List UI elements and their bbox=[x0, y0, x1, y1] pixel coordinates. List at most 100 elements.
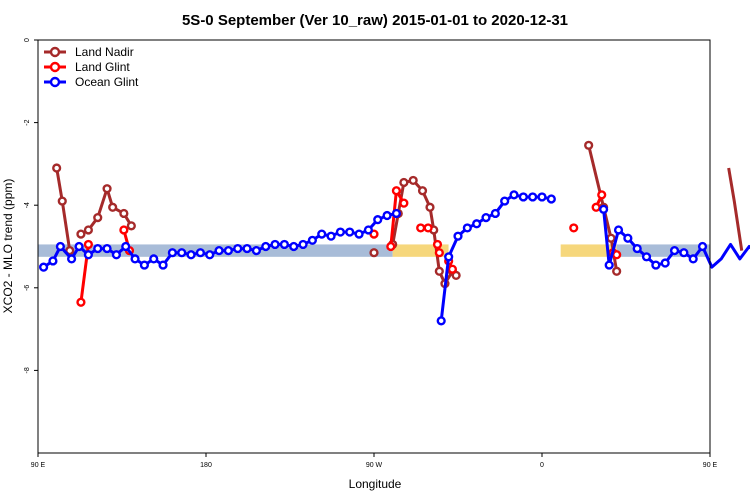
data-point bbox=[425, 202, 435, 212]
data-point bbox=[76, 297, 86, 307]
data-point bbox=[509, 190, 519, 200]
data-point bbox=[373, 215, 383, 225]
x-tick-label: 180 bbox=[200, 462, 212, 469]
data-point bbox=[270, 239, 280, 250]
data-point bbox=[119, 225, 129, 235]
data-point bbox=[597, 190, 607, 200]
data-point bbox=[233, 243, 243, 254]
legend-label: Ocean Glint bbox=[75, 75, 139, 89]
data-point bbox=[167, 248, 178, 258]
data-point bbox=[214, 246, 224, 256]
x-tick-label: 0 bbox=[540, 462, 544, 469]
legend-swatch-marker bbox=[49, 76, 61, 88]
legend-swatch-marker bbox=[49, 61, 61, 73]
data-point bbox=[417, 186, 428, 196]
data-point bbox=[102, 243, 112, 254]
series-0 bbox=[52, 140, 744, 289]
y-axis: 0 -2 -4 -6 -8 bbox=[24, 38, 38, 374]
data-point bbox=[307, 235, 318, 245]
data-point bbox=[669, 246, 680, 256]
y-axis-title: XCO2 - MLO trend (ppm) bbox=[1, 179, 15, 314]
data-point bbox=[102, 184, 112, 194]
data-point bbox=[65, 246, 75, 256]
data-point bbox=[434, 248, 444, 258]
data-point bbox=[139, 260, 150, 270]
data-point bbox=[335, 227, 346, 237]
x-axis: 90 E 180 90 W 0 90 E bbox=[31, 453, 718, 469]
data-point bbox=[48, 256, 58, 266]
data-point bbox=[472, 219, 482, 229]
legend-label: Land Glint bbox=[75, 60, 130, 74]
data-point bbox=[382, 210, 392, 221]
data-point bbox=[612, 266, 622, 276]
data-point bbox=[598, 204, 609, 214]
data-point bbox=[432, 239, 443, 250]
data-point bbox=[251, 246, 262, 256]
data-point bbox=[119, 208, 129, 219]
data-point bbox=[697, 241, 708, 252]
legend-label: Land Nadir bbox=[75, 45, 134, 59]
data-point bbox=[679, 248, 689, 258]
data-point bbox=[195, 248, 206, 258]
data-point bbox=[569, 223, 579, 233]
data-point bbox=[345, 227, 355, 237]
data-point bbox=[354, 229, 364, 239]
data-point bbox=[518, 192, 528, 202]
data-point bbox=[369, 248, 379, 258]
y-tick-label: -2 bbox=[24, 119, 31, 125]
x-tick-label: 90 E bbox=[703, 462, 718, 469]
data-point bbox=[363, 225, 374, 235]
data-point bbox=[93, 212, 103, 223]
band-segment bbox=[448, 244, 561, 257]
series-2 bbox=[38, 190, 750, 326]
data-point bbox=[52, 163, 62, 173]
data-point bbox=[66, 254, 77, 264]
data-point bbox=[74, 241, 84, 252]
data-point bbox=[408, 175, 418, 186]
data-point bbox=[108, 202, 118, 212]
data-point bbox=[261, 241, 271, 252]
data-point bbox=[149, 254, 159, 264]
data-point bbox=[399, 198, 409, 208]
data-point bbox=[604, 260, 614, 270]
y-tick-label: -4 bbox=[24, 202, 31, 208]
data-point bbox=[436, 316, 446, 326]
x-tick-label: 90 E bbox=[31, 462, 46, 469]
data-point bbox=[490, 208, 500, 219]
data-point bbox=[500, 196, 510, 206]
data-point bbox=[158, 260, 168, 270]
data-point bbox=[38, 262, 49, 272]
data-point bbox=[326, 231, 336, 241]
data-point bbox=[399, 177, 409, 188]
data-point bbox=[451, 270, 461, 281]
data-point bbox=[386, 241, 396, 252]
data-point bbox=[591, 202, 601, 212]
data-point bbox=[612, 250, 622, 260]
data-point bbox=[416, 223, 426, 233]
data-point bbox=[55, 241, 66, 252]
data-point bbox=[423, 223, 433, 233]
series-line bbox=[727, 167, 744, 251]
data-point bbox=[447, 264, 458, 274]
data-point bbox=[242, 243, 252, 254]
legend-swatch-marker bbox=[49, 46, 61, 58]
data-point bbox=[613, 225, 624, 235]
data-point bbox=[391, 186, 402, 196]
data-point bbox=[391, 208, 402, 219]
data-point bbox=[57, 196, 67, 206]
data-point bbox=[298, 239, 308, 250]
data-point bbox=[83, 250, 94, 260]
data-point bbox=[632, 243, 642, 254]
data-point bbox=[121, 241, 131, 252]
data-point bbox=[130, 254, 140, 264]
data-point bbox=[606, 233, 616, 243]
data-point bbox=[317, 229, 327, 239]
data-point bbox=[546, 194, 556, 204]
data-point bbox=[641, 252, 652, 262]
data-point bbox=[651, 260, 661, 270]
data-point bbox=[177, 248, 187, 258]
data-point bbox=[453, 231, 463, 241]
data-point bbox=[111, 250, 122, 260]
